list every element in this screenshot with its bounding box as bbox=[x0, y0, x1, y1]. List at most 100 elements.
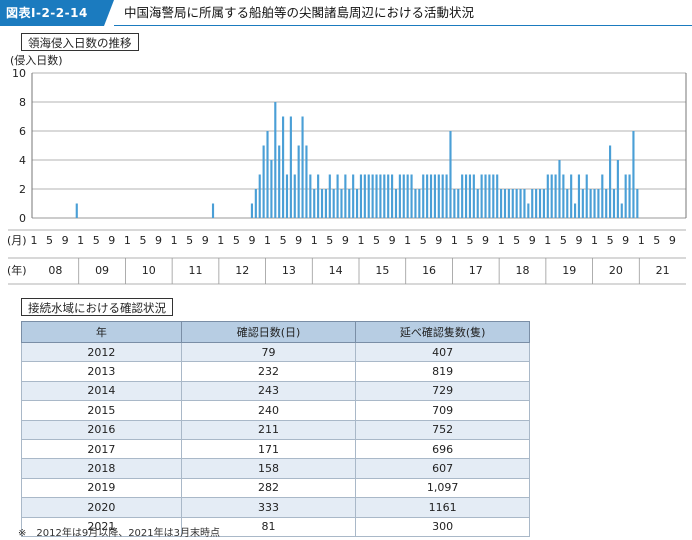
table-row: 2021 81 300 bbox=[21, 516, 530, 537]
bar bbox=[449, 131, 452, 218]
bar bbox=[496, 174, 499, 218]
bar bbox=[418, 189, 421, 218]
month-tick-label: 1 bbox=[264, 234, 271, 247]
bar bbox=[468, 174, 472, 218]
table-cell-year: 2015 bbox=[21, 400, 182, 421]
bar bbox=[605, 189, 608, 218]
bar bbox=[270, 160, 273, 218]
bar bbox=[355, 189, 359, 218]
bar bbox=[480, 174, 483, 218]
table-cell-year: 2020 bbox=[21, 497, 182, 518]
y-tick-label: 0 bbox=[19, 212, 26, 225]
bar bbox=[426, 174, 429, 218]
header-rule bbox=[114, 25, 692, 26]
table-row: 2017 171 696 bbox=[21, 438, 530, 460]
figure-header: 図表Ⅰ-2-2-14 中国海警局に所属する船舶等の尖閣諸島周辺における活動状況 bbox=[0, 0, 692, 26]
table-cell-days: 333 bbox=[180, 497, 357, 518]
bar bbox=[309, 174, 312, 218]
bar bbox=[612, 189, 616, 218]
bar bbox=[359, 174, 363, 218]
bar bbox=[305, 145, 308, 218]
bar bbox=[566, 189, 569, 218]
month-tick-label: 1 bbox=[404, 234, 411, 247]
bar bbox=[293, 174, 296, 218]
bar bbox=[398, 174, 401, 218]
chart-bars bbox=[75, 102, 639, 218]
bar bbox=[441, 174, 444, 218]
bar bbox=[410, 174, 413, 218]
table-cell-ships: 1161 bbox=[355, 497, 530, 518]
table-cell-year: 2021 bbox=[21, 516, 182, 537]
month-tick-label: 9 bbox=[108, 234, 115, 247]
year-tick-label: 12 bbox=[235, 264, 249, 277]
bar bbox=[507, 189, 510, 218]
bar bbox=[616, 160, 619, 218]
month-tick-label: 5 bbox=[139, 234, 146, 247]
month-tick-label: 9 bbox=[155, 234, 162, 247]
bar bbox=[597, 189, 600, 218]
table-cell-year: 2017 bbox=[21, 438, 182, 460]
bar bbox=[476, 189, 479, 218]
bar bbox=[414, 189, 417, 218]
chart-axes bbox=[8, 73, 687, 285]
table-row: 2020 333 1161 bbox=[21, 497, 530, 518]
bar bbox=[348, 189, 351, 218]
table-cell-ships: 407 bbox=[355, 341, 530, 363]
bar bbox=[620, 203, 623, 218]
footnote: ※ 2012年は9月以降、2021年は3月末時点 bbox=[18, 528, 221, 539]
bar bbox=[429, 174, 433, 218]
bar bbox=[289, 116, 292, 218]
table-cell-year: 2016 bbox=[21, 419, 182, 440]
table-cell-ships: 709 bbox=[355, 400, 530, 421]
table-cell-days: 240 bbox=[180, 400, 357, 421]
month-tick-label: 9 bbox=[389, 234, 396, 247]
month-tick-label: 5 bbox=[280, 234, 287, 247]
table-cell-days: 158 bbox=[180, 458, 357, 479]
bar bbox=[282, 116, 285, 218]
year-tick-label: 19 bbox=[562, 264, 576, 277]
year-tick-label: 10 bbox=[142, 264, 156, 277]
month-tick-label: 1 bbox=[357, 234, 364, 247]
month-tick-label: 5 bbox=[513, 234, 520, 247]
bar bbox=[511, 189, 514, 218]
table-cell-ships: 1,097 bbox=[355, 477, 530, 499]
bar bbox=[484, 174, 487, 218]
month-tick-label: 9 bbox=[202, 234, 209, 247]
month-tick-label: 1 bbox=[544, 234, 551, 247]
year-tick-label: 16 bbox=[422, 264, 436, 277]
table-row: 2019 282 1,097 bbox=[21, 477, 530, 499]
bar bbox=[387, 174, 390, 218]
table-row: 2012 79 407 bbox=[21, 341, 530, 363]
bar bbox=[285, 174, 289, 218]
table-cell-days: 81 bbox=[180, 516, 357, 537]
bar bbox=[258, 174, 261, 218]
bar bbox=[336, 174, 339, 218]
month-tick-label: 9 bbox=[669, 234, 676, 247]
bar bbox=[632, 131, 635, 218]
bar bbox=[558, 160, 561, 218]
bar bbox=[406, 174, 409, 218]
table-row: 2016 211 752 bbox=[21, 419, 530, 440]
bar bbox=[562, 174, 565, 218]
month-tick-label: 5 bbox=[46, 234, 53, 247]
year-tick-label: 18 bbox=[516, 264, 530, 277]
table-cell-ships: 607 bbox=[355, 458, 530, 479]
month-tick-label: 9 bbox=[295, 234, 302, 247]
month-tick-label: 9 bbox=[435, 234, 442, 247]
table-cell-days: 282 bbox=[180, 477, 357, 499]
bar bbox=[250, 203, 254, 218]
bar bbox=[445, 174, 448, 218]
bar bbox=[332, 189, 335, 218]
bar bbox=[422, 174, 425, 218]
table-cell-days: 232 bbox=[180, 361, 357, 382]
year-tick-label: 08 bbox=[48, 264, 62, 277]
month-tick-label: 1 bbox=[124, 234, 131, 247]
month-tick-label: 1 bbox=[77, 234, 84, 247]
table-cell-year: 2018 bbox=[21, 458, 182, 479]
bar bbox=[383, 174, 386, 218]
month-tick-label: 5 bbox=[607, 234, 614, 247]
bar bbox=[453, 189, 456, 218]
bar bbox=[375, 174, 378, 218]
bar bbox=[278, 145, 281, 218]
bar bbox=[394, 189, 398, 218]
